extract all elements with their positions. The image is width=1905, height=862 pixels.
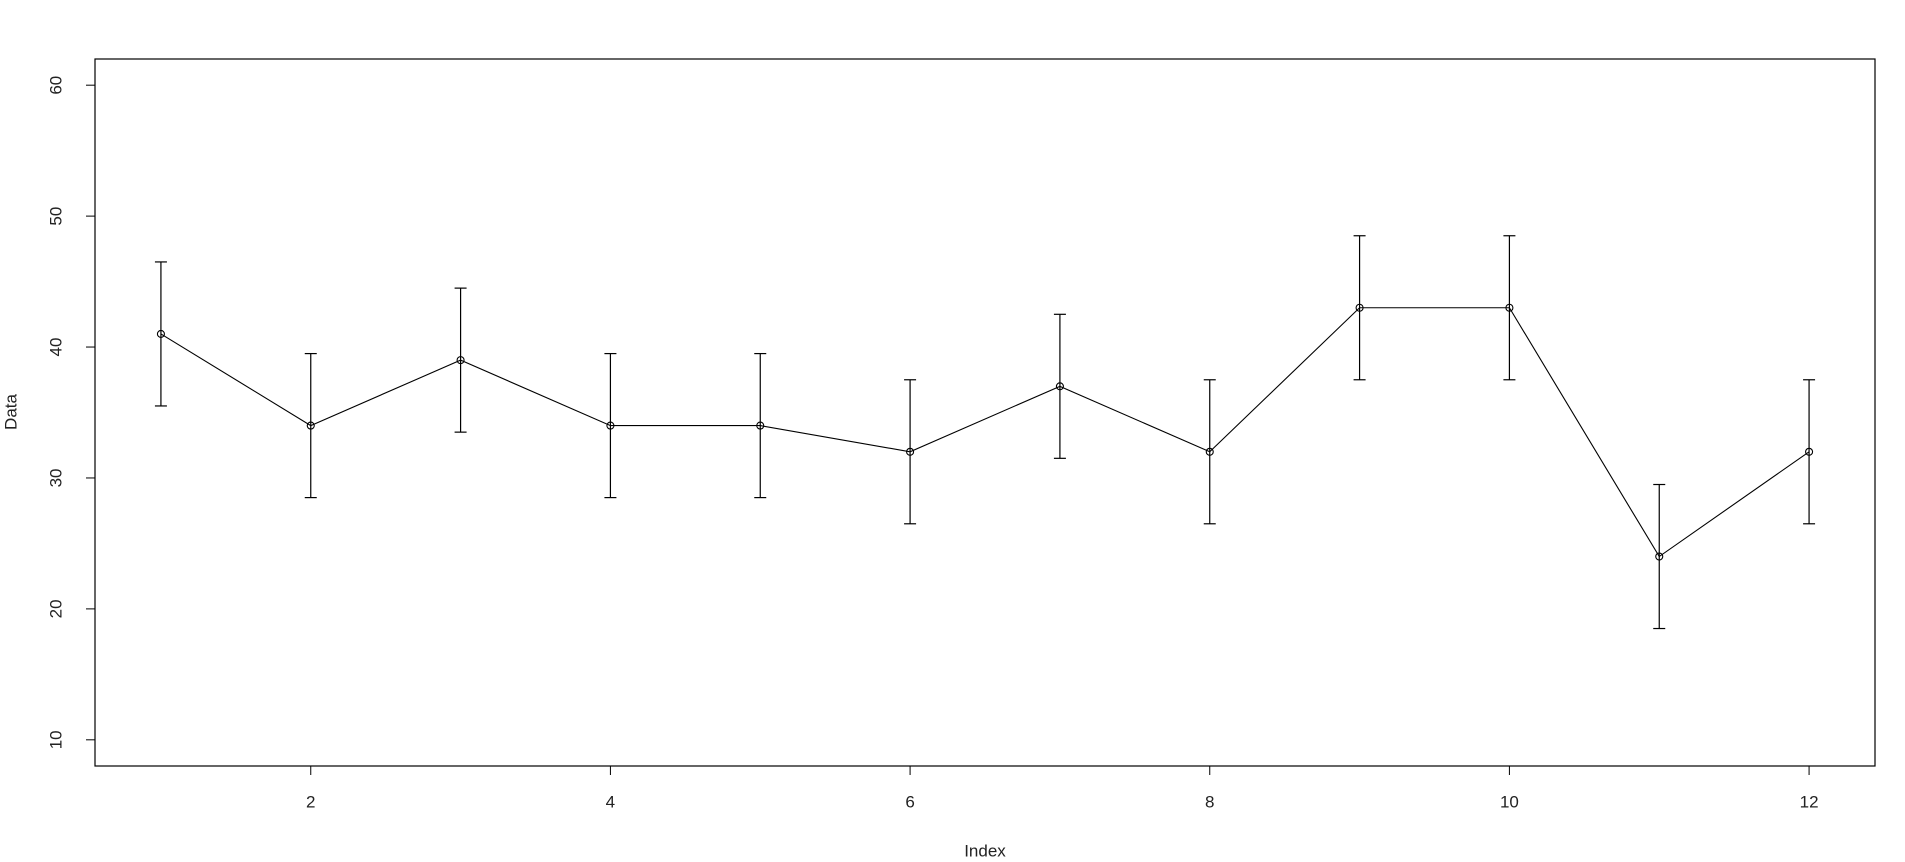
point (1805, 447, 1814, 456)
y-tick-label: 30 (46, 469, 65, 488)
error-bar (1203, 379, 1216, 525)
y-tick-label: 60 (46, 76, 65, 95)
error-bar (454, 287, 467, 433)
error-bar (604, 352, 617, 499)
y-axis-label: Data (1, 394, 20, 430)
error-bar (1653, 483, 1666, 630)
x-tick-label: 10 (1500, 792, 1519, 811)
error-bar (154, 261, 167, 407)
error-bar (1503, 235, 1516, 381)
point (606, 421, 615, 430)
point (756, 421, 765, 430)
error-bar (754, 352, 767, 499)
y-tick-label: 10 (46, 730, 65, 749)
error-bar (1053, 313, 1066, 459)
point (306, 421, 315, 430)
point (1655, 552, 1664, 561)
point (156, 329, 165, 338)
x-tick-label: 6 (905, 792, 914, 811)
x-tick-label: 12 (1800, 792, 1819, 811)
y-tick-label: 20 (46, 599, 65, 618)
x-tick-label: 8 (1205, 792, 1214, 811)
x-tick-label: 4 (606, 792, 615, 811)
plot-frame (94, 58, 1876, 767)
y-tick-label: 40 (46, 338, 65, 357)
point (456, 356, 465, 365)
point (1205, 447, 1214, 456)
x-axis-label: Index (964, 841, 1006, 860)
data-line (160, 307, 1810, 558)
y-tick-label: 50 (46, 207, 65, 226)
point (1505, 303, 1514, 312)
point (906, 447, 915, 456)
error-bar (1803, 379, 1816, 525)
error-bar (304, 352, 317, 499)
point (1055, 382, 1064, 391)
error-bar (1353, 235, 1366, 381)
error-bar (904, 379, 917, 525)
point (1355, 303, 1364, 312)
x-tick-label: 2 (306, 792, 315, 811)
